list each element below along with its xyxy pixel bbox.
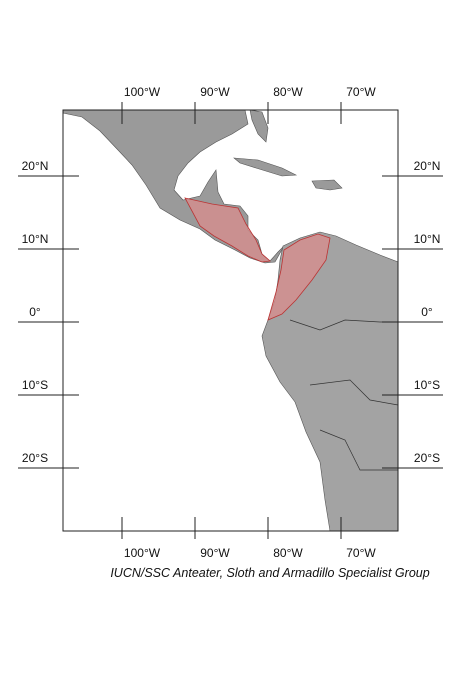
longitude-label: 70°W (346, 546, 376, 560)
longitude-label: 100°W (124, 85, 161, 99)
graticule: 100°W 100°W 90°W 90°W 80°W 80°W 70°W 70°W 20°N 20… (18, 85, 443, 560)
hispaniola (311, 179, 343, 191)
latitude-label: 0° (421, 305, 433, 319)
longitude-label: 90°W (200, 85, 230, 99)
longitude-label: 100°W (124, 546, 161, 560)
cuba (233, 157, 298, 177)
longitude-label: 70°W (346, 85, 376, 99)
latitude-label: 10°S (22, 378, 48, 392)
latitude-label: 10°N (414, 232, 441, 246)
florida (249, 109, 269, 143)
borders (309, 379, 399, 406)
latitude-label: 20°S (22, 451, 48, 465)
range-south-america (267, 233, 331, 321)
longitude-label: 90°W (200, 546, 230, 560)
longitude-label: 80°W (273, 546, 303, 560)
map-frame (62, 109, 399, 532)
latitude-label: 20°N (414, 159, 441, 173)
latitude-label: 20°N (22, 159, 49, 173)
latitude-label: 10°S (414, 378, 440, 392)
latitude-label: 0° (29, 305, 41, 319)
longitude-label: 80°W (273, 85, 303, 99)
map (62, 109, 399, 532)
range-central-america (184, 197, 271, 263)
borders (319, 429, 398, 471)
latitude-label: 10°N (22, 232, 49, 246)
latitude-label: 20°S (414, 451, 440, 465)
credit: IUCN/SSC Anteater, Sloth and Armadillo S… (110, 566, 429, 580)
